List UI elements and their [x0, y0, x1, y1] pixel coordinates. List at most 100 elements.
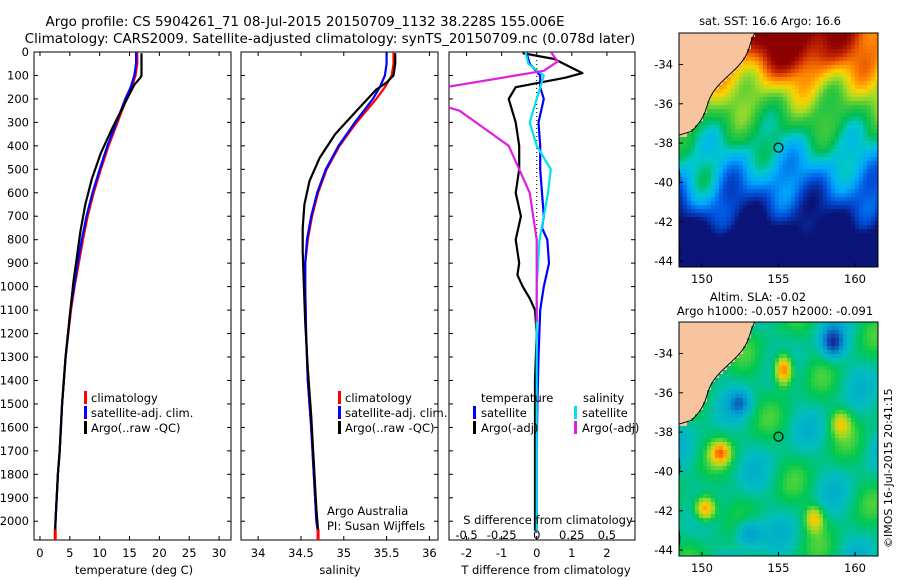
map-cell — [815, 406, 820, 411]
map-cell — [683, 197, 688, 202]
map-cell — [763, 346, 768, 351]
map-cell — [679, 201, 684, 206]
map-cell — [803, 326, 808, 331]
map-cell — [775, 326, 780, 331]
map-cell — [811, 402, 816, 407]
map-cell — [699, 430, 704, 435]
map-cell — [851, 53, 856, 58]
map-cell — [871, 470, 876, 475]
map-cell — [703, 478, 708, 483]
map-cell — [839, 73, 844, 78]
map-cell — [831, 386, 836, 391]
map-cell — [791, 362, 796, 367]
map-cell — [795, 233, 800, 238]
map-cell — [747, 265, 752, 267]
map-cell — [715, 390, 720, 395]
map-cell — [699, 470, 704, 475]
map-cell — [763, 390, 768, 395]
map-cell — [711, 69, 716, 74]
map-cell — [871, 117, 876, 122]
map-cell — [795, 322, 800, 327]
map-cell — [755, 261, 760, 266]
map-cell — [731, 374, 736, 379]
map-cell — [739, 233, 744, 238]
map-cell — [751, 478, 756, 483]
map-cell — [679, 466, 684, 471]
map-cell — [875, 366, 878, 371]
map-cell — [843, 249, 848, 254]
map-cell — [835, 101, 840, 106]
map-cell — [679, 338, 684, 343]
map-cell — [683, 125, 688, 130]
map-cell — [859, 342, 864, 347]
map-cell — [855, 358, 860, 363]
map-cell — [703, 69, 708, 74]
map-cell — [743, 414, 748, 419]
map-cell — [783, 370, 788, 375]
map-cell — [683, 77, 688, 82]
map-cell — [755, 378, 760, 383]
map-cell — [683, 93, 688, 98]
map-cell — [723, 430, 728, 435]
map-cell — [727, 189, 732, 194]
map-cell — [735, 342, 740, 347]
map-cell — [759, 322, 764, 327]
map-cell — [715, 342, 720, 347]
map-cell — [811, 157, 816, 162]
map-cell — [747, 374, 752, 379]
map-cell — [803, 141, 808, 146]
map-cell — [735, 205, 740, 210]
map-cell — [719, 414, 724, 419]
map-cell — [755, 478, 760, 483]
map-cell — [807, 334, 812, 339]
map-cell — [763, 181, 768, 186]
map-cell — [763, 169, 768, 174]
map-cell — [679, 125, 684, 130]
map-cell — [683, 478, 688, 483]
map-cell — [699, 346, 704, 351]
map-cell — [867, 418, 872, 423]
map-cell — [863, 185, 868, 190]
map-cell — [687, 57, 692, 62]
map-cell — [803, 410, 808, 415]
map-cell — [875, 181, 878, 186]
map-cell — [731, 149, 736, 154]
map-cell — [783, 390, 788, 395]
map-cell — [747, 426, 752, 431]
map-cell — [871, 61, 876, 66]
map-cell — [843, 382, 848, 387]
map-cell — [743, 237, 748, 242]
map-cell — [679, 149, 684, 154]
map-cell — [687, 33, 692, 38]
map-cell — [799, 410, 804, 415]
map-cell — [795, 157, 800, 162]
map-cell — [719, 229, 724, 234]
map-cell — [699, 129, 704, 134]
map-cell — [699, 394, 704, 399]
map-cell — [691, 346, 696, 351]
map-cell — [863, 398, 868, 403]
map-cell — [727, 221, 732, 226]
map-cell — [827, 141, 832, 146]
map-cell — [815, 145, 820, 150]
map-cell — [683, 245, 688, 250]
map-cell — [767, 117, 772, 122]
map-cell — [835, 442, 840, 447]
map-cell — [755, 406, 760, 411]
map-cell — [815, 57, 820, 62]
map-cell — [803, 358, 808, 363]
map-cell — [771, 394, 776, 399]
map-cell — [851, 181, 856, 186]
map-cell — [827, 458, 832, 463]
map-cell — [831, 153, 836, 158]
map-cell — [679, 145, 684, 150]
map-cell — [719, 406, 724, 411]
map-cell — [795, 394, 800, 399]
map-cell — [867, 53, 872, 58]
map-cell — [731, 370, 736, 375]
map-cell — [739, 41, 744, 46]
map-cell — [843, 165, 848, 170]
map-cell — [679, 193, 684, 198]
map-cell — [707, 382, 712, 387]
map-cell — [799, 85, 804, 90]
